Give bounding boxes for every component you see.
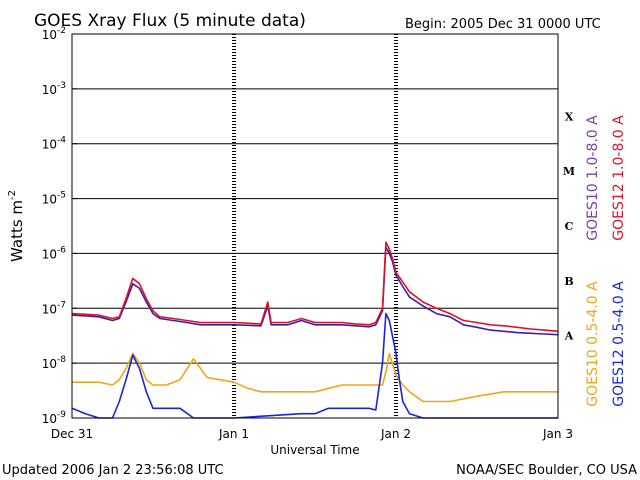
y-tick-base: 10 bbox=[42, 193, 57, 207]
series-line bbox=[71, 246, 559, 336]
x-axis-label: Universal Time bbox=[270, 443, 359, 457]
y-tick-label: 10-8 bbox=[42, 355, 67, 371]
y-tick-exponent: -2 bbox=[57, 26, 66, 36]
y-axis-label-text: Watts m bbox=[8, 200, 26, 262]
y-tick-label: 10-6 bbox=[42, 245, 67, 261]
x-tick-labels: Dec 31 Jan 1 Jan 2 Jan 3 bbox=[51, 427, 573, 441]
y-tick-base: 10 bbox=[42, 247, 57, 261]
y-tick-base: 10 bbox=[42, 302, 57, 316]
y-tick-labels: 10-210-310-410-510-610-710-810-9 bbox=[42, 26, 77, 426]
y-tick-label: 10-9 bbox=[42, 410, 67, 426]
series-line bbox=[71, 241, 559, 333]
series-line bbox=[72, 352, 558, 403]
legend: GOES10 1.0-8.0 A GOES12 1.0-8.0 A GOES10 0… bbox=[585, 115, 627, 407]
y-tick-label: 10-5 bbox=[42, 191, 66, 207]
flare-class-labels: X M C B A bbox=[563, 110, 575, 342]
y-tick-base: 10 bbox=[42, 28, 57, 42]
legend-entry: GOES10 1.0-8.0 A bbox=[585, 115, 601, 241]
data-source: NOAA/SEC Boulder, CO USA bbox=[456, 463, 637, 478]
series-line bbox=[71, 312, 558, 419]
y-tick-base: 10 bbox=[42, 138, 57, 152]
y-axis-label-exponent: -2 bbox=[7, 190, 18, 200]
y-tick-exponent: -9 bbox=[57, 410, 66, 420]
y-tick-exponent: -7 bbox=[57, 300, 66, 310]
y-tick-base: 10 bbox=[42, 412, 57, 426]
plot-frame bbox=[71, 33, 559, 419]
x-tick-label: Dec 31 bbox=[51, 427, 93, 441]
y-tick-label: 10-4 bbox=[42, 136, 67, 152]
y-tick-exponent: -8 bbox=[57, 355, 66, 365]
legend-entry: GOES12 1.0-8.0 A bbox=[611, 115, 627, 241]
x-tick-label: Jan 3 bbox=[542, 427, 573, 441]
x-tick-label: Jan 2 bbox=[380, 427, 411, 441]
y-tick-base: 10 bbox=[42, 357, 57, 371]
y-tick-label: 10-2 bbox=[42, 26, 66, 42]
legend-entry: GOES12 0.5-4.0 A bbox=[611, 281, 627, 407]
x-tick-label: Jan 1 bbox=[218, 427, 249, 441]
series-layer bbox=[71, 241, 559, 419]
y-tick-exponent: -4 bbox=[57, 136, 66, 146]
y-tick-exponent: -6 bbox=[57, 245, 66, 255]
y-axis-label: Watts m-2 bbox=[7, 190, 26, 262]
legend-entry: GOES10 0.5-4.0 A bbox=[585, 281, 601, 407]
y-tick-exponent: -3 bbox=[57, 81, 66, 91]
flare-class-label: A bbox=[564, 330, 574, 343]
flare-class-label: X bbox=[565, 110, 574, 123]
updated-timestamp: Updated 2006 Jan 2 23:56:08 UTC bbox=[2, 463, 224, 478]
y-tick-label: 10-3 bbox=[42, 81, 66, 97]
grid bbox=[72, 33, 558, 419]
flare-class-label: C bbox=[565, 220, 574, 233]
y-tick-base: 10 bbox=[42, 83, 57, 97]
flare-class-label: M bbox=[563, 165, 575, 178]
y-tick-label: 10-7 bbox=[42, 300, 66, 316]
begin-label: Begin: 2005 Dec 31 0000 UTC bbox=[405, 17, 601, 32]
flare-class-label: B bbox=[564, 275, 573, 288]
y-tick-exponent: -5 bbox=[57, 191, 66, 201]
chart-title: GOES Xray Flux (5 minute data) bbox=[34, 11, 306, 31]
